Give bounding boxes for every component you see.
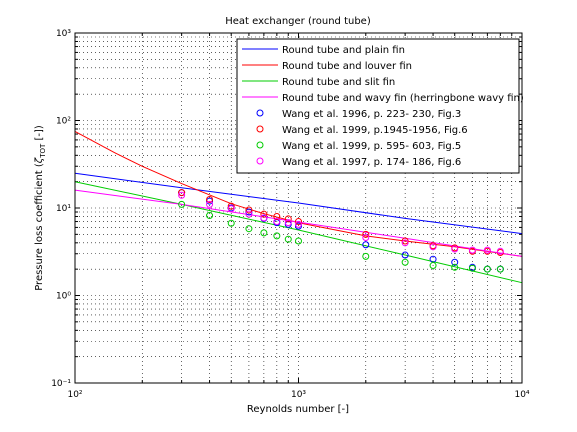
legend: Round tube and plain fin Round tube and l…: [236, 38, 524, 174]
legend-marker-swatch-3: [256, 141, 264, 149]
series-line-4: [74, 189, 523, 257]
marker-point-series-3: [227, 219, 235, 227]
legend-label: Round tube and plain fin: [282, 45, 405, 56]
legend-box: [236, 38, 520, 174]
y-tick-label: 10²: [56, 117, 71, 127]
y-tick-label: 10¹: [56, 204, 71, 214]
series-lines: [74, 130, 523, 284]
marker-point-series-4: [483, 246, 491, 254]
marker-point-series-3: [206, 212, 214, 220]
legend-label: Wang et al. 1997, p. 174- 186, Fig.6: [282, 157, 461, 168]
marker-point-series-2: [178, 189, 186, 197]
plot-frame: [74, 32, 523, 384]
legend-label: Round tube and wavy fin (herringbone wav…: [282, 93, 524, 104]
y-axis-label: Pressure loss coefficient (ζTOT [-]): [34, 125, 47, 291]
marker-point-series-4: [178, 191, 186, 199]
marker-point-series-1: [401, 251, 409, 259]
marker-point-series-2: [284, 215, 292, 223]
marker-point-series-2: [260, 210, 268, 218]
marker-point-series-4: [451, 245, 459, 253]
marker-point-series-2: [206, 196, 214, 204]
y-tick-label: 10⁻¹: [51, 379, 71, 389]
marker-point-series-1: [451, 258, 459, 266]
marker-point-series-2: [362, 230, 370, 238]
marker-point-series-3: [284, 235, 292, 243]
marker-point-series-4: [284, 219, 292, 227]
series-line-2: [74, 130, 523, 257]
marker-point-series-1: [245, 208, 253, 216]
y-tick-label: 10⁰: [56, 292, 71, 302]
x-axis-label: Reynolds number [-]: [247, 404, 349, 415]
marker-point-series-1: [362, 241, 370, 249]
y-axis-label-zeta: ζ: [34, 157, 45, 164]
marker-point-series-2: [295, 218, 302, 226]
series-line-3: [74, 181, 523, 284]
marker-point-series-4: [260, 214, 268, 222]
marker-point-series-3: [245, 225, 253, 233]
marker-point-series-3: [260, 229, 268, 237]
marker-point-series-3: [273, 232, 281, 240]
legend-marker-swatch-1: [256, 109, 264, 117]
legend-label: Round tube and slit fin: [282, 77, 395, 88]
y-axis-label-subscript: TOT: [39, 143, 47, 159]
marker-point-series-2: [227, 202, 235, 210]
x-tick-label: 10²: [67, 390, 82, 400]
marker-point-series-2: [401, 237, 409, 245]
legend-label: Wang et al. 1996, p. 223- 230, Fig.3: [282, 109, 461, 120]
legend-marker-swatch-4: [256, 157, 264, 165]
chart-title: Heat exchanger (round tube): [225, 16, 371, 27]
x-tick-label: 10⁴: [514, 390, 529, 400]
marker-point-series-4: [227, 205, 235, 213]
legend-marker-swatch-2: [256, 125, 264, 133]
marker-point-series-4: [496, 247, 504, 255]
marker-point-series-2: [245, 206, 253, 214]
marker-point-series-3: [401, 258, 409, 266]
marker-point-series-4: [273, 218, 281, 226]
marker-point-series-4: [401, 239, 409, 247]
marker-point-series-4: [206, 200, 214, 208]
x-tick-label: 10³: [291, 390, 306, 400]
marker-point-series-4: [295, 220, 302, 228]
y-axis-label-suffix: [-]): [34, 125, 45, 144]
marker-point-series-3: [295, 237, 302, 245]
legend-label: Wang et al. 1999, p. 595- 603, Fig.5: [282, 141, 461, 152]
marker-point-series-4: [468, 246, 476, 254]
legend-label: Wang et al. 1999, p.1945-1956, Fig.6: [282, 125, 468, 136]
marker-point-series-3: [451, 263, 459, 271]
y-tick-label: 10³: [56, 29, 71, 39]
y-axis-label-prefix: Pressure loss coefficient (: [34, 163, 45, 291]
marker-point-series-4: [245, 210, 253, 218]
marker-point-series-4: [362, 234, 370, 242]
marker-point-series-3: [483, 265, 491, 273]
series-line-1: [74, 172, 523, 235]
marker-point-series-4: [429, 243, 437, 251]
marker-point-series-3: [362, 252, 370, 260]
tick-labels: 10² 10³ 10⁴ 10⁻¹ 10⁰ 10¹ 10² 10³: [51, 29, 530, 400]
legend-label: Round tube and louver fin: [282, 61, 412, 72]
marker-point-series-3: [429, 262, 437, 270]
marker-point-series-3: [496, 265, 504, 273]
series-markers: [178, 189, 504, 273]
marker-point-series-3: [468, 264, 476, 272]
marker-point-series-3: [178, 200, 186, 208]
marker-point-series-2: [273, 212, 281, 220]
